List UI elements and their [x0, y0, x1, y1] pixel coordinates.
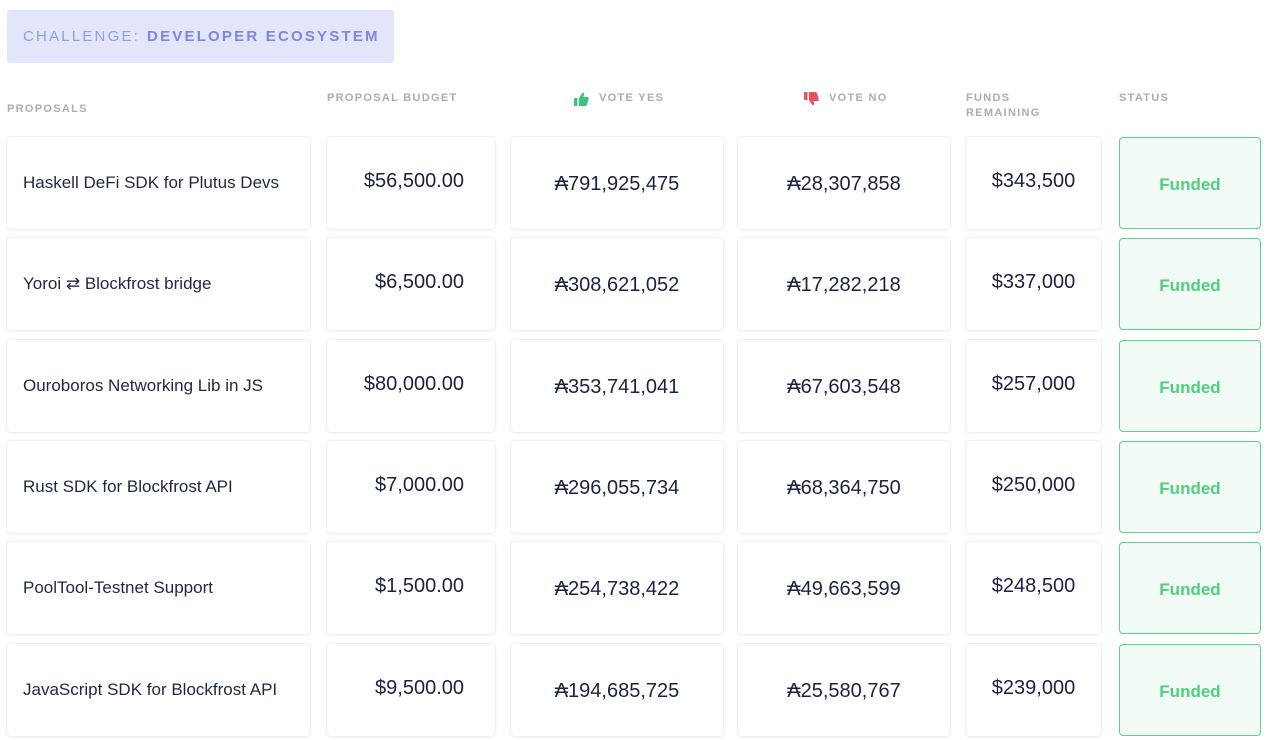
status-badge: Funded	[1119, 542, 1261, 634]
vote-yes-amount: ₳791,925,475	[511, 137, 723, 229]
proposal-name[interactable]: Yoroi ⇄ Blockfrost bridge	[7, 238, 310, 330]
proposal-name[interactable]: Haskell DeFi SDK for Plutus Devs	[7, 137, 310, 229]
funds-remaining: $337,000	[966, 238, 1101, 330]
funds-remaining: $239,000	[966, 644, 1101, 736]
proposal-budget: $1,500.00	[327, 542, 495, 634]
vote-yes-amount: ₳296,055,734	[511, 441, 723, 533]
funds-remaining: $343,500	[966, 137, 1101, 229]
vote-yes-amount: ₳254,738,422	[511, 542, 723, 634]
table-row[interactable]: Haskell DeFi SDK for Plutus Devs $56,500…	[0, 137, 1270, 229]
header-vote-yes-label: VOTE YES	[599, 92, 665, 104]
proposal-budget: $56,500.00	[327, 137, 495, 229]
thumbs-down-icon	[804, 91, 819, 105]
vote-yes-amount: ₳353,741,041	[511, 340, 723, 432]
proposal-name[interactable]: PoolTool-Testnet Support	[7, 542, 310, 634]
table-row[interactable]: JavaScript SDK for Blockfrost API $9,500…	[0, 644, 1270, 736]
header-funds-remaining: FUNDS REMAINING	[966, 91, 1076, 121]
funds-remaining: $248,500	[966, 542, 1101, 634]
proposal-budget: $9,500.00	[327, 644, 495, 736]
header-funds-line1: FUNDS	[966, 92, 1011, 104]
funds-remaining: $250,000	[966, 441, 1101, 533]
header-proposals: PROPOSALS	[7, 103, 88, 115]
table-row[interactable]: Ouroboros Networking Lib in JS $80,000.0…	[0, 340, 1270, 432]
proposal-name[interactable]: JavaScript SDK for Blockfrost API	[7, 644, 310, 736]
table-row[interactable]: Rust SDK for Blockfrost API $7,000.00 ₳2…	[0, 441, 1270, 533]
proposal-name[interactable]: Ouroboros Networking Lib in JS	[7, 340, 310, 432]
vote-no-amount: ₳25,580,767	[738, 644, 950, 736]
vote-yes-amount: ₳308,621,052	[511, 238, 723, 330]
header-funds-line2: REMAINING	[966, 107, 1041, 119]
funds-remaining: $257,000	[966, 340, 1101, 432]
table-row[interactable]: PoolTool-Testnet Support $1,500.00 ₳254,…	[0, 542, 1270, 634]
challenge-banner: CHALLENGE: DEVELOPER ECOSYSTEM	[7, 10, 394, 63]
status-badge: Funded	[1119, 340, 1261, 432]
header-status: STATUS	[1119, 92, 1170, 104]
proposal-name[interactable]: Rust SDK for Blockfrost API	[7, 441, 310, 533]
header-vote-no-label: VOTE NO	[829, 92, 888, 104]
proposal-budget: $7,000.00	[327, 441, 495, 533]
vote-yes-amount: ₳194,685,725	[511, 644, 723, 736]
vote-no-amount: ₳17,282,218	[738, 238, 950, 330]
vote-no-amount: ₳67,603,548	[738, 340, 950, 432]
header-vote-yes: VOTE YES	[574, 91, 664, 106]
table-row[interactable]: Yoroi ⇄ Blockfrost bridge $6,500.00 ₳308…	[0, 238, 1270, 330]
proposal-budget: $6,500.00	[327, 238, 495, 330]
challenge-prefix: CHALLENGE:	[23, 28, 141, 45]
header-vote-no: VOTE NO	[804, 91, 888, 106]
status-badge: Funded	[1119, 644, 1261, 736]
vote-no-amount: ₳49,663,599	[738, 542, 950, 634]
status-badge: Funded	[1119, 441, 1261, 533]
challenge-name: DEVELOPER ECOSYSTEM	[147, 28, 380, 45]
vote-no-amount: ₳68,364,750	[738, 441, 950, 533]
header-proposal-budget: PROPOSAL BUDGET	[327, 92, 458, 104]
proposal-budget: $80,000.00	[327, 340, 495, 432]
thumbs-up-icon	[574, 92, 589, 106]
vote-no-amount: ₳28,307,858	[738, 137, 950, 229]
status-badge: Funded	[1119, 238, 1261, 330]
status-badge: Funded	[1119, 137, 1261, 229]
